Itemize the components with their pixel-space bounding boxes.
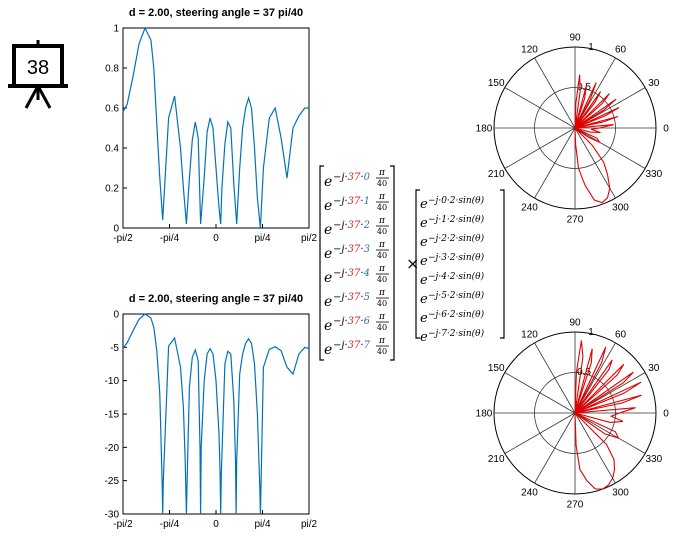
array-entry: e −j·2·2·sin(θ) [420, 233, 485, 250]
exp-base: e [420, 254, 428, 269]
x-tick-label: 0 [213, 233, 219, 244]
frac-denominator: 40 [377, 203, 387, 212]
exp-base: e [420, 273, 428, 288]
exp-base: e [324, 246, 332, 262]
frac-numerator: π [378, 288, 386, 298]
steering-entry: e −j·37·7 π40 [324, 336, 389, 358]
exp-base: e [420, 311, 428, 326]
frac-numerator: π [378, 192, 386, 202]
array-entry: e −j·1·2·sin(θ) [420, 214, 485, 231]
array-entry: e −j·5·2·sin(θ) [420, 290, 485, 307]
frac-numerator: π [378, 312, 386, 322]
array-entry: e −j·3·2·sin(θ) [420, 252, 485, 269]
steering-entry: e −j·37·4 π40 [324, 264, 389, 286]
frac-denominator: 40 [377, 251, 387, 260]
array-vector: e −j·0·2·sin(θ)e −j·1·2·sin(θ)e −j·2·2·sin(… [415, 189, 505, 345]
exp-power: −j·37·3 [333, 244, 370, 255]
exp-base: e [324, 342, 332, 358]
left-bracket [319, 165, 324, 361]
x-tick-label: -pi/4 [160, 233, 180, 244]
steering-entry: e −j·37·1 π40 [324, 192, 389, 214]
x-tick-label: pi/2 [301, 233, 318, 244]
exp-base: e [324, 270, 332, 286]
steering-entry: e −j·37·0 π40 [324, 168, 389, 190]
slide-number: 38 [27, 57, 49, 79]
frac-denominator: 40 [377, 227, 387, 236]
y-tick-label: 0.2 [105, 184, 119, 195]
exp-base: e [420, 330, 428, 345]
y-tick-label: 0.6 [105, 104, 119, 115]
x-tick-label: -pi/2 [113, 233, 133, 244]
frac-numerator: π [378, 216, 386, 226]
exp-power: −j·0·2·sin(θ) [428, 195, 485, 206]
array-entry: e −j·7·2·sin(θ) [420, 328, 485, 345]
frac-numerator: π [378, 336, 386, 346]
exp-power: −j·3·2·sin(θ) [428, 252, 485, 263]
frac-denominator: 40 [377, 347, 387, 356]
frac-numerator: π [378, 264, 386, 274]
exp-base: e [324, 198, 332, 214]
right-bracket [500, 189, 505, 339]
exp-power: −j·37·1 [333, 196, 370, 207]
exp-power: −j·37·6 [333, 316, 371, 327]
exp-base: e [324, 318, 332, 334]
right-bracket [390, 165, 395, 361]
exp-base: e [420, 216, 428, 231]
exp-base: e [324, 174, 332, 190]
exp-power: −j·37·7 [333, 340, 371, 351]
frac-denominator: 40 [377, 179, 387, 188]
exp-power: −j·37·2 [333, 220, 370, 231]
exp-base: e [420, 235, 428, 250]
exp-power: −j·7·2·sin(θ) [428, 328, 485, 339]
plot-title: d = 2.00, steering angle = 37 pi/40 [129, 7, 303, 19]
array-entry: e −j·0·2·sin(θ) [420, 195, 485, 212]
frac-denominator: 40 [377, 323, 387, 332]
exp-power: −j·2·2·sin(θ) [428, 233, 485, 244]
exp-power: −j·5·2·sin(θ) [428, 290, 485, 301]
y-tick-label: 0.4 [105, 144, 119, 155]
exp-base: e [324, 222, 332, 238]
matrix-equation: e −j·37·0 π 40 e −j·37·1 π 40 e −j·37·2 π 40 e −j·37·… [316, 162, 516, 372]
plot-frame [122, 27, 310, 229]
frac-numerator: π [378, 168, 386, 178]
y-tick-label: 0 [113, 224, 119, 235]
exp-base: e [420, 197, 428, 212]
frac-numerator: π [378, 240, 386, 250]
series-line [122, 26, 309, 229]
left-bracket [415, 189, 420, 339]
exp-base: e [420, 292, 428, 307]
exp-power: −j·6·2·sin(θ) [428, 309, 485, 320]
exp-power: −j·1·2·sin(θ) [428, 214, 485, 225]
steering-entry: e −j·37·2 π40 [324, 216, 389, 238]
steering-entry: e −j·37·3 π40 [324, 240, 389, 262]
multiply-operator: × [406, 254, 419, 273]
array-entry: e −j·4·2·sin(θ) [420, 271, 485, 288]
steering-entry: e −j·37·5 π40 [324, 288, 389, 310]
x-tick-label: pi/4 [254, 233, 271, 244]
frac-denominator: 40 [377, 275, 387, 284]
exp-power: −j·37·5 [333, 292, 370, 303]
y-tick-label: 1 [113, 24, 119, 35]
exp-power: −j·4·2·sin(θ) [428, 271, 485, 282]
exp-power: −j·37·0 [333, 172, 371, 183]
frac-denominator: 40 [377, 299, 387, 308]
exp-power: −j·37·4 [333, 268, 370, 279]
exp-base: e [324, 294, 332, 310]
steering-entry: e −j·37·6 π40 [324, 312, 389, 334]
y-tick-label: 0.8 [105, 64, 119, 75]
array-entry: e −j·6·2·sin(θ) [420, 309, 485, 326]
presentation-board-icon: 38 [6, 38, 70, 115]
